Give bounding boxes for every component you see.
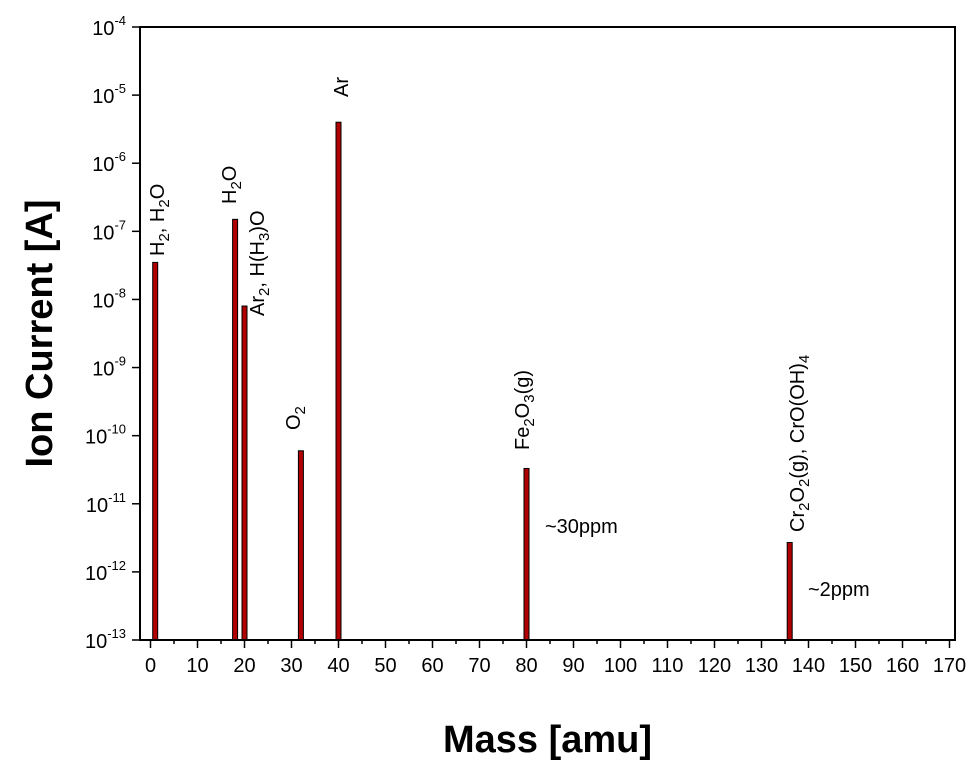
y-tick-label-2: 10-11 [86, 490, 126, 517]
x-tick-label-6: 60 [421, 655, 443, 677]
x-tick-label-3: 30 [280, 655, 302, 677]
y-tick-exponent-0: -13 [107, 626, 126, 641]
species-label-6-part-3: 2 [796, 479, 813, 487]
species-label-0-part-4: O [147, 184, 169, 200]
species-label-2-part-0: Ar [247, 296, 269, 316]
y-tick-exponent-2: -11 [108, 490, 126, 505]
y-tick-exponent-6: -7 [114, 217, 126, 232]
y-tick-exponent-8: -5 [114, 81, 126, 96]
y-tick-exponent-9: -4 [114, 13, 126, 28]
y-tick-label-0: 10-13 [85, 626, 126, 653]
y-tick-label-5: 10-8 [92, 285, 126, 312]
species-label-6-part-4: (g), CrO(OH) [787, 363, 809, 479]
x-tick-label-4: 40 [327, 655, 349, 677]
species-label-4: Ar [331, 77, 353, 97]
species-label-3-part-0: O [283, 414, 305, 430]
y-tick-label-9: 10-4 [92, 13, 126, 40]
x-tick-label-0: 0 [145, 655, 156, 677]
y-tick-exponent-1: -12 [107, 558, 126, 573]
bar-0 [152, 261, 159, 641]
species-label-2-part-1: 2 [256, 288, 273, 296]
species-label-0-part-3: 2 [156, 199, 173, 207]
species-label-0-part-0: H [147, 242, 169, 256]
species-label-1-part-0: H [219, 190, 241, 204]
x-tick-label-12: 120 [698, 655, 731, 677]
x-tick-label-11: 110 [652, 655, 684, 677]
bar-2 [241, 305, 248, 641]
y-tick-label-3: 10-10 [85, 422, 126, 449]
species-label-1-part-2: O [219, 166, 241, 182]
x-tick-label-1: 10 [186, 655, 208, 677]
y-tick-label-4: 10-9 [92, 354, 126, 381]
annotation-2ppm: ~2ppm [808, 579, 870, 601]
bar-3 [297, 450, 304, 641]
y-tick-exponent-5: -8 [114, 285, 126, 300]
x-tick-label-5: 50 [374, 655, 396, 677]
species-label-5-part-4: (g) [512, 370, 534, 394]
y-tick-label-6: 10-7 [92, 217, 126, 244]
species-label-3-part-1: 2 [292, 406, 309, 414]
species-label-0-part-2: , H [147, 208, 169, 234]
x-tick-label-8: 80 [515, 655, 537, 677]
species-label-6-part-0: Cr [787, 511, 809, 532]
x-tick-label-13: 130 [745, 655, 778, 677]
species-label-3: O2 [283, 406, 309, 430]
y-tick-exponent-4: -9 [114, 354, 126, 369]
species-label-6-part-1: 2 [796, 503, 813, 511]
species-label-6-part-2: O [787, 487, 809, 503]
species-label-6: Cr2O2(g), CrO(OH)4 [787, 355, 813, 532]
y-axis-title: Ion Current [A] [19, 199, 61, 467]
x-tick-label-10: 100 [604, 655, 637, 677]
x-tick-label-17: 170 [933, 655, 966, 677]
x-tick-label-7: 70 [468, 655, 490, 677]
species-label-2-part-4: )O [247, 210, 269, 232]
species-label-5-part-1: 2 [521, 418, 538, 426]
species-label-5-part-2: O [512, 403, 534, 419]
plot-frame [139, 26, 956, 641]
species-label-1: H2O [219, 166, 245, 204]
species-label-5-part-0: Fe [512, 427, 534, 450]
bar-4 [335, 121, 342, 641]
x-tick-label-15: 150 [839, 655, 872, 677]
x-tick-label-14: 140 [792, 655, 825, 677]
bars-group [152, 121, 793, 641]
x-axis-title: Mass [amu] [443, 719, 652, 760]
species-label-2-part-2: , H(H [247, 241, 269, 288]
species-label-6-part-5: 4 [796, 355, 813, 363]
species-label-2-part-3: 3 [256, 233, 273, 241]
species-label-0: H2, H2O [147, 184, 173, 256]
species-label-4-part-0: Ar [331, 77, 353, 97]
bar-5 [523, 467, 530, 641]
species-label-2: Ar2, H(H3)O [247, 210, 273, 316]
species-label-1-part-1: 2 [228, 181, 245, 189]
y-tick-exponent-7: -6 [114, 149, 126, 164]
y-tick-label-8: 10-5 [92, 81, 126, 108]
species-label-5: Fe2O3(g) [512, 370, 538, 450]
y-tick-exponent-3: -10 [107, 422, 126, 437]
x-tick-label-16: 160 [886, 655, 919, 677]
species-label-5-part-3: 3 [521, 394, 538, 402]
x-tick-label-9: 90 [562, 655, 584, 677]
x-tick-label-2: 20 [233, 655, 255, 677]
y-tick-label-7: 10-6 [92, 149, 126, 176]
bar-1 [232, 218, 239, 641]
annotation-30ppm: ~30ppm [545, 516, 618, 538]
bar-6 [786, 542, 793, 641]
y-tick-label-1: 10-12 [85, 558, 126, 585]
species-label-0-part-1: 2 [156, 233, 173, 241]
